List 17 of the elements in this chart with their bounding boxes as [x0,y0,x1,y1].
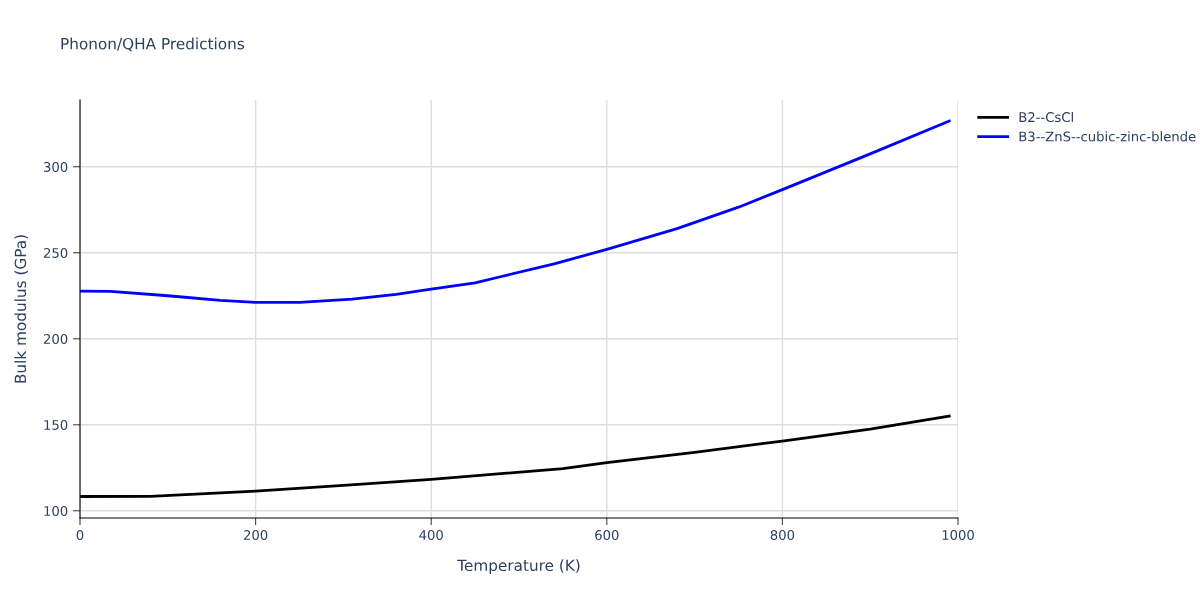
line-series [80,119,951,304]
x-tick-label: 800 [770,530,795,541]
x-tick-label: 200 [243,530,268,541]
x-tick-label: 0 [76,530,84,541]
legend-label: B2--CsCl [1019,111,1073,123]
y-tick-label: 200 [43,333,68,344]
y-tick-label: 250 [43,247,68,258]
chart-title: Phonon/QHA Predictions [61,37,245,52]
x-tick-label: 600 [595,530,619,541]
x-axis-title: Temperature (K) [457,559,580,575]
y-axis-title: Bulk modulus (GPa) [14,235,28,383]
legend-label: B3--ZnS--cubic-zinc-blende [1019,131,1196,142]
x-tick-label: 400 [419,530,443,541]
y-tick-label: 150 [44,419,68,430]
x-tick-label: 1000 [942,530,974,541]
y-tick-label: 100 [44,506,68,516]
y-tick-label: 300 [44,161,68,172]
